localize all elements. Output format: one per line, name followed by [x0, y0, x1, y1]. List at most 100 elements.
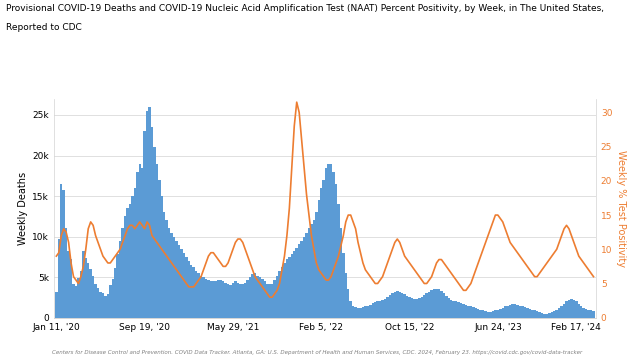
- Bar: [440, 291, 443, 318]
- Bar: [531, 309, 533, 318]
- Bar: [526, 308, 529, 318]
- Bar: [347, 289, 349, 318]
- Bar: [60, 184, 63, 318]
- Bar: [63, 190, 65, 318]
- Bar: [119, 241, 121, 318]
- Bar: [578, 304, 580, 318]
- Bar: [460, 303, 462, 318]
- Bar: [148, 107, 151, 318]
- Bar: [306, 233, 307, 318]
- Bar: [143, 131, 146, 318]
- Bar: [131, 196, 134, 318]
- Bar: [433, 289, 436, 318]
- Bar: [504, 306, 507, 318]
- Bar: [205, 279, 207, 318]
- Bar: [570, 299, 573, 318]
- Bar: [278, 271, 281, 318]
- Bar: [251, 274, 254, 318]
- Bar: [381, 300, 384, 318]
- Bar: [354, 307, 357, 318]
- Bar: [219, 280, 222, 318]
- Bar: [465, 305, 467, 318]
- Bar: [224, 283, 227, 318]
- Bar: [546, 314, 548, 318]
- Bar: [158, 180, 160, 318]
- Bar: [457, 302, 460, 318]
- Bar: [112, 279, 114, 318]
- Bar: [151, 127, 153, 318]
- Bar: [303, 237, 306, 318]
- Bar: [323, 180, 325, 318]
- Bar: [472, 307, 474, 318]
- Bar: [97, 288, 100, 318]
- Bar: [566, 302, 568, 318]
- Bar: [247, 280, 249, 318]
- Bar: [428, 292, 430, 318]
- Bar: [212, 281, 214, 318]
- Bar: [474, 308, 477, 318]
- Bar: [364, 306, 366, 318]
- Bar: [391, 293, 394, 318]
- Bar: [411, 298, 413, 318]
- Bar: [430, 290, 433, 318]
- Bar: [501, 308, 504, 318]
- Bar: [114, 268, 117, 318]
- Bar: [138, 164, 141, 318]
- Bar: [84, 258, 87, 318]
- Bar: [266, 284, 269, 318]
- Bar: [301, 241, 303, 318]
- Bar: [104, 296, 107, 318]
- Bar: [160, 196, 163, 318]
- Bar: [180, 249, 183, 318]
- Bar: [406, 296, 408, 318]
- Bar: [484, 311, 487, 318]
- Bar: [227, 284, 230, 318]
- Bar: [230, 285, 231, 318]
- Bar: [171, 233, 173, 318]
- Bar: [445, 296, 448, 318]
- Bar: [492, 311, 494, 318]
- Bar: [453, 301, 455, 318]
- Bar: [77, 278, 80, 318]
- Bar: [273, 280, 276, 318]
- Bar: [231, 283, 234, 318]
- Bar: [455, 302, 457, 318]
- Bar: [276, 276, 278, 318]
- Bar: [573, 300, 575, 318]
- Bar: [107, 294, 109, 318]
- Bar: [290, 255, 293, 318]
- Bar: [234, 281, 236, 318]
- Bar: [183, 253, 185, 318]
- Bar: [340, 228, 342, 318]
- Bar: [489, 312, 492, 318]
- Bar: [288, 257, 290, 318]
- Bar: [249, 277, 251, 318]
- Bar: [384, 299, 386, 318]
- Bar: [185, 257, 188, 318]
- Bar: [553, 311, 555, 318]
- Bar: [165, 220, 168, 318]
- Bar: [416, 299, 418, 318]
- Bar: [214, 281, 217, 318]
- Bar: [585, 309, 587, 318]
- Bar: [558, 308, 560, 318]
- Bar: [536, 311, 538, 318]
- Bar: [313, 220, 315, 318]
- Bar: [403, 294, 406, 318]
- Bar: [499, 309, 501, 318]
- Bar: [575, 302, 578, 318]
- Bar: [377, 302, 379, 318]
- Bar: [190, 265, 193, 318]
- Bar: [271, 284, 273, 318]
- Bar: [92, 276, 94, 318]
- Bar: [352, 306, 354, 318]
- Bar: [548, 313, 550, 318]
- Bar: [210, 281, 212, 318]
- Bar: [295, 248, 298, 318]
- Bar: [529, 309, 531, 318]
- Bar: [592, 311, 595, 318]
- Bar: [58, 239, 60, 318]
- Bar: [136, 172, 138, 318]
- Bar: [362, 307, 364, 318]
- Bar: [55, 292, 58, 318]
